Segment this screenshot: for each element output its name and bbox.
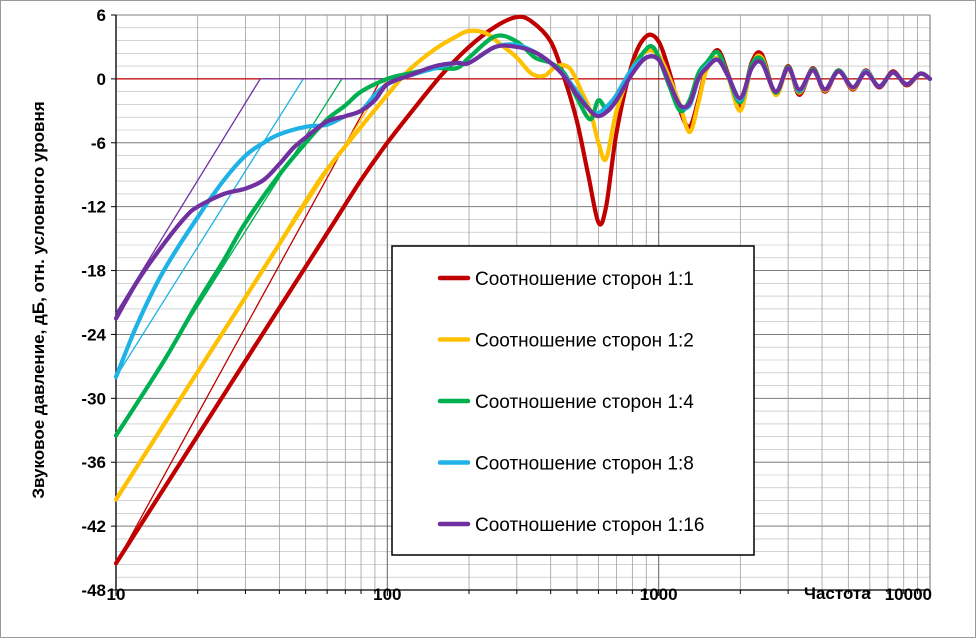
y-tick-labels: 6 0 -6 -12 -18 -24 -30 -36 -42 -48 [81,6,106,600]
x-tick-label: 10 [107,585,126,604]
legend-label: Соотношение сторон 1:2 [475,331,694,352]
legend-label: Соотношение сторон 1:16 [475,515,704,536]
x-axis-label: Частота [804,584,871,603]
legend: Соотношение сторон 1:1 Соотношение сторон… [391,245,755,556]
x-tick-labels: 10 100 1000 10000 [107,585,932,604]
y-tick-label: -48 [81,581,106,600]
y-axis-label: Звуковое давление, дБ, отн. условного ур… [29,101,48,498]
asymptote-line [115,78,304,378]
y-tick-label: -36 [81,453,106,472]
legend-label: Соотношение сторон 1:4 [475,392,694,413]
x-tick-label: 1000 [640,585,678,604]
series-line [113,43,933,321]
y-tick-label: 0 [97,70,106,89]
x-tick-label: 10000 [885,585,932,604]
legend-label: Соотношение сторон 1:1 [475,269,694,290]
series-lines [113,14,933,566]
y-tick-label: 6 [97,6,106,25]
y-tick-label: -18 [81,262,106,281]
asymptote-line [115,78,388,314]
y-tick-label: -30 [81,389,106,408]
y-tick-label: -24 [81,325,106,344]
y-tick-label: -12 [81,198,106,217]
y-tick-label: -42 [81,517,106,536]
legend-label: Соотношение сторон 1:8 [475,454,694,475]
x-tick-label: 100 [373,585,401,604]
y-tick-label: -6 [91,134,106,153]
